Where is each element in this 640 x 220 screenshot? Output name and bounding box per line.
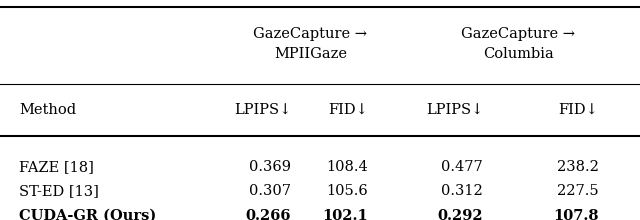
Text: 108.4: 108.4 [326,160,368,174]
Text: LPIPS↓: LPIPS↓ [234,103,291,117]
Text: ST-ED [13]: ST-ED [13] [19,184,99,198]
Text: LPIPS↓: LPIPS↓ [426,103,483,117]
Text: 107.8: 107.8 [553,209,598,220]
Text: 0.307: 0.307 [249,184,291,198]
Text: 0.477: 0.477 [442,160,483,174]
Text: 0.292: 0.292 [438,209,483,220]
Text: 105.6: 105.6 [326,184,368,198]
Text: 238.2: 238.2 [557,160,598,174]
Text: GazeCapture →
Columbia: GazeCapture → Columbia [461,27,575,61]
Text: 0.312: 0.312 [442,184,483,198]
Text: Method: Method [19,103,76,117]
Text: FID↓: FID↓ [559,103,598,117]
Text: 227.5: 227.5 [557,184,598,198]
Text: 0.369: 0.369 [249,160,291,174]
Text: GazeCapture →
MPIIGaze: GazeCapture → MPIIGaze [253,27,367,61]
Text: 102.1: 102.1 [323,209,368,220]
Text: CUDA-GR (Ours): CUDA-GR (Ours) [19,209,156,220]
Text: FAZE [18]: FAZE [18] [19,160,94,174]
Text: FID↓: FID↓ [328,103,368,117]
Text: 0.266: 0.266 [246,209,291,220]
